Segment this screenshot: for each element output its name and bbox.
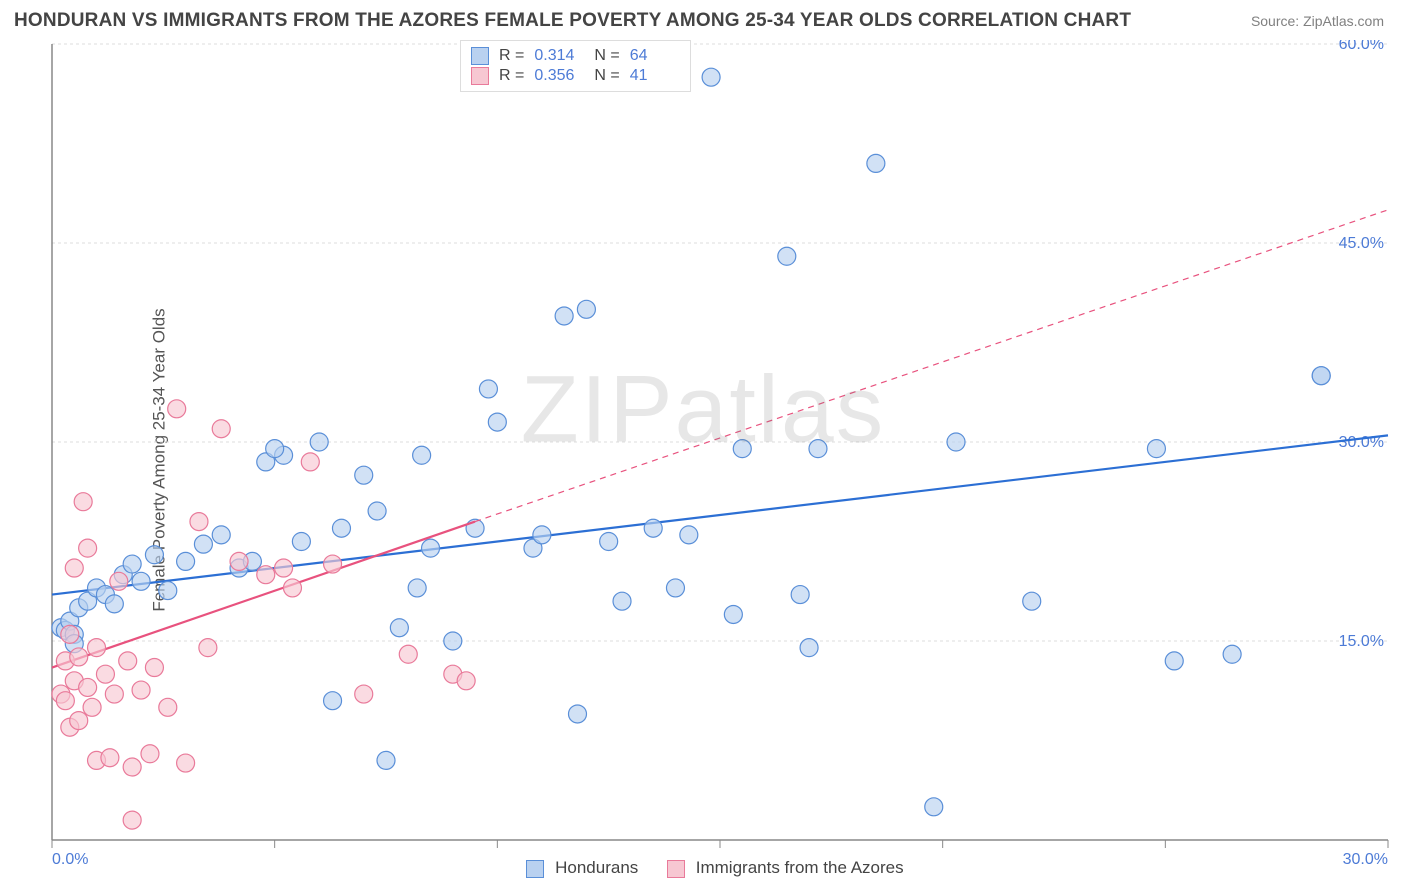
svg-text:45.0%: 45.0%: [1339, 235, 1384, 252]
stat-n-label: N =: [594, 67, 619, 85]
legend-swatch-icon: [471, 67, 489, 85]
series-legend: Hondurans Immigrants from the Azores: [0, 858, 1406, 878]
stat-r-label: R =: [499, 67, 524, 85]
stat-r-label: R =: [499, 47, 524, 65]
svg-text:15.0%: 15.0%: [1339, 633, 1384, 650]
stat-n-value: 41: [630, 67, 680, 85]
chart-header: HONDURAN VS IMMIGRANTS FROM THE AZORES F…: [0, 0, 1406, 40]
legend-label: Immigrants from the Azores: [696, 858, 904, 877]
stats-row: R = 0.356 N = 41: [471, 67, 680, 85]
stat-r-value: 0.356: [534, 67, 584, 85]
legend-label: Hondurans: [555, 858, 638, 877]
legend-swatch-icon: [471, 47, 489, 65]
stat-n-label: N =: [594, 47, 619, 65]
source-label: Source: ZipAtlas.com: [1251, 13, 1384, 29]
svg-text:60.0%: 60.0%: [1339, 40, 1384, 53]
chart-title: HONDURAN VS IMMIGRANTS FROM THE AZORES F…: [14, 10, 1131, 32]
chart-area: Female Poverty Among 25-34 Year Olds 0.0…: [0, 40, 1406, 880]
scatter-plot: 0.0%30.0%15.0%30.0%45.0%60.0%: [0, 40, 1406, 870]
stat-r-value: 0.314: [534, 47, 584, 65]
legend-swatch-icon: [667, 860, 685, 878]
stats-legend: R = 0.314 N = 64 R = 0.356 N = 41: [460, 40, 691, 92]
legend-swatch-icon: [526, 860, 544, 878]
stat-n-value: 64: [630, 47, 680, 65]
stats-row: R = 0.314 N = 64: [471, 47, 680, 65]
